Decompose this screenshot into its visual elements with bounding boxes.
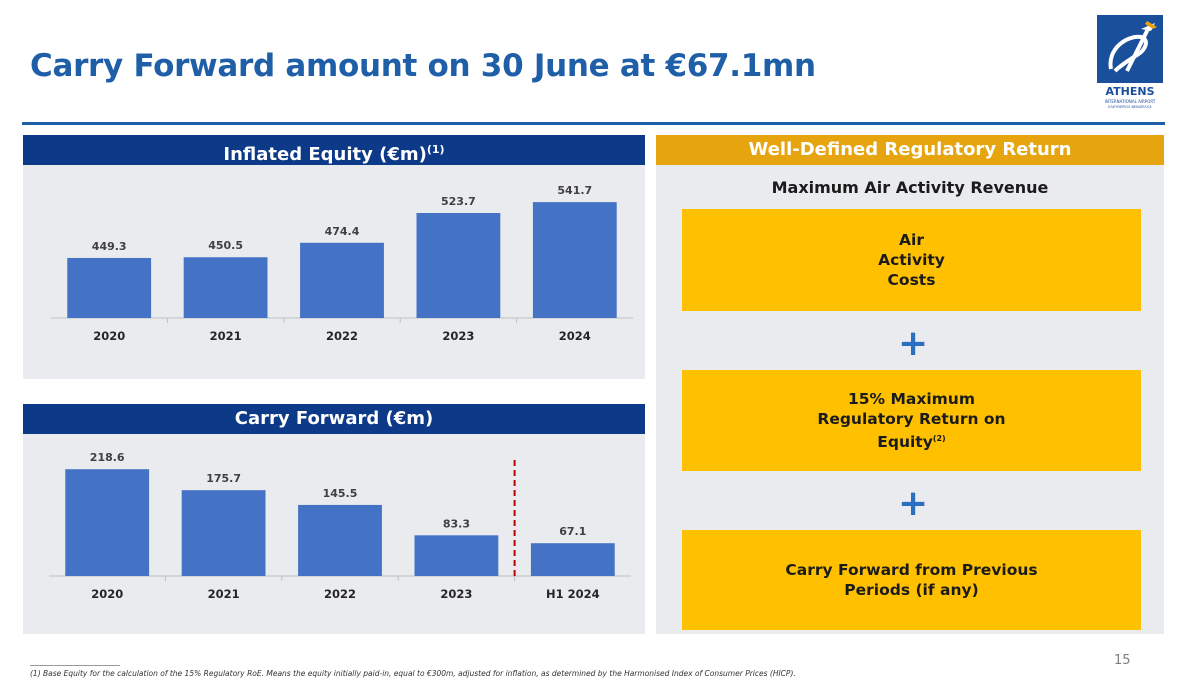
bar <box>414 535 499 576</box>
data-label: 523.7 <box>441 195 476 208</box>
airport-logo-mark <box>1097 15 1163 83</box>
data-label: 450.5 <box>208 239 243 252</box>
box2-line-1: 15% Maximum <box>847 389 975 408</box>
bar <box>181 490 266 576</box>
bar <box>530 543 615 576</box>
data-label: 175.7 <box>206 472 241 485</box>
carry-forward-previous-box: Carry Forward from Previous Periods (if … <box>682 530 1141 630</box>
carry-forward-header: Carry Forward (€m) <box>23 404 645 434</box>
data-label: 218.6 <box>90 451 125 464</box>
tick-label: 2020 <box>91 587 123 601</box>
box1-line-3: Costs <box>887 271 936 289</box>
athens-airport-logo: ATHENS INTERNATIONAL AIRPORT ΕΛΕΥΘΕΡΙΟΣ … <box>1097 15 1163 119</box>
inflated-equity-header-label: Inflated Equity (€m) <box>223 144 427 165</box>
footnote: (1) Base Equity for the calculation of t… <box>30 669 796 678</box>
max-air-activity-revenue-title: Maximum Air Activity Revenue <box>771 178 1049 197</box>
bar <box>65 469 150 576</box>
page-number: 15 <box>1114 653 1131 668</box>
page-title: Carry Forward amount on 30 June at €67.1… <box>30 48 816 84</box>
footnote-ref-2: (2) <box>932 433 946 443</box>
logo-subtitle: INTERNATIONAL AIRPORT <box>1104 99 1156 104</box>
bar <box>300 242 384 318</box>
box3-line-1: Carry Forward from Previous <box>785 561 1038 579</box>
air-activity-costs-box: Air Activity Costs <box>682 209 1141 311</box>
bar <box>298 504 382 576</box>
tick-label: 2021 <box>210 329 242 343</box>
regulatory-return-header-label: Well-Defined Regulatory Return <box>748 139 1072 160</box>
tick-label: 2024 <box>559 329 591 343</box>
footnote-rule <box>30 665 120 666</box>
data-label: 449.3 <box>92 240 127 253</box>
tick-label: 2022 <box>326 329 358 343</box>
box3-line-2: Periods (if any) <box>844 581 979 599</box>
box2-line-2: Regulatory Return on <box>817 409 1006 428</box>
inflated-equity-chart: 449.3 2020 450.5 2021 474.4 2022 523.7 2023 541.… <box>51 184 633 343</box>
logo-name: ATHENS <box>1105 85 1155 98</box>
tick-label: 2020 <box>93 329 125 343</box>
inflated-equity-header: Inflated Equity (€m)(1) <box>23 135 645 165</box>
regulatory-return-header: Well-Defined Regulatory Return <box>656 135 1164 165</box>
bar <box>67 257 152 318</box>
bar <box>532 202 617 318</box>
title-rule <box>22 122 1165 125</box>
tick-label: 2022 <box>324 587 356 601</box>
carry-forward-chart: 218.6 2020 175.7 2021 145.5 2022 83.3 2023 67.1 H… <box>49 451 631 601</box>
logo-subtitle-greek: ΕΛΕΥΘΕΡΙΟΣ ΒΕΝΙΖΕΛΟΣ <box>1108 105 1152 109</box>
regulatory-return-box: 15% Maximum Regulatory Return on Equity(… <box>682 370 1141 471</box>
tick-label: 2023 <box>440 587 472 601</box>
data-label: 67.1 <box>559 525 586 538</box>
data-label: 474.4 <box>325 225 360 238</box>
tick-label: 2023 <box>442 329 474 343</box>
box1-line-2: Activity <box>878 251 945 269</box>
tick-label: 2021 <box>208 587 240 601</box>
data-label: 83.3 <box>443 517 470 530</box>
footnote-ref-1: (1) <box>426 143 445 156</box>
bar <box>416 212 501 318</box>
carry-forward-header-label: Carry Forward (€m) <box>234 408 434 429</box>
tick-label: H1 2024 <box>546 587 600 601</box>
bar <box>183 257 268 318</box>
data-label: 541.7 <box>557 184 592 197</box>
plus-icon: + <box>898 483 929 524</box>
box1-line-1: Air <box>899 231 924 249</box>
data-label: 145.5 <box>323 487 358 500</box>
box2-line-3: Equity <box>877 433 933 452</box>
plus-icon: + <box>898 323 929 364</box>
